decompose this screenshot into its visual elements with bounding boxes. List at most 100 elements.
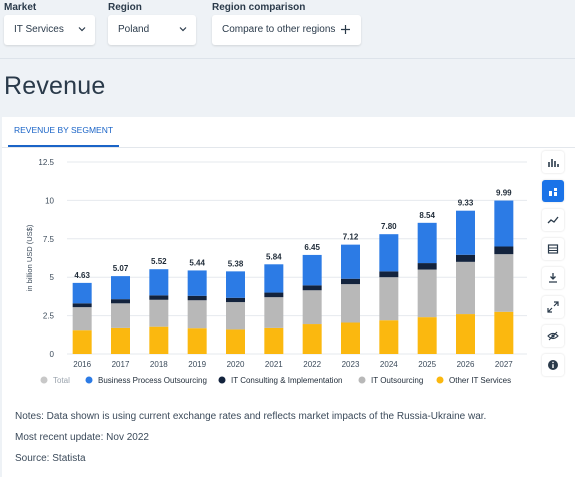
source-text: Source: Statista bbox=[15, 453, 86, 464]
tab-bar: REVENUE BY SEGMENT bbox=[2, 117, 575, 148]
bar-segment bbox=[456, 254, 475, 262]
table-icon bbox=[547, 244, 559, 254]
legend-label: IT Consulting & Implementation bbox=[231, 376, 342, 385]
bar-segment bbox=[456, 210, 475, 255]
notes-text: Notes: Data shown is using current excha… bbox=[15, 411, 487, 422]
region-filter: Region Poland bbox=[108, 2, 196, 45]
stacked-bar-icon bbox=[549, 188, 557, 196]
download-button[interactable] bbox=[542, 267, 564, 289]
bar-segment bbox=[226, 297, 245, 303]
bar-segment bbox=[494, 254, 514, 312]
bar-segment bbox=[149, 326, 169, 354]
x-tick-label: 2023 bbox=[342, 360, 360, 369]
y-axis-label: in billion USD (US$) bbox=[25, 224, 34, 291]
legend-label: Business Process Outsourcing bbox=[98, 376, 207, 385]
trend-line-button[interactable] bbox=[542, 209, 564, 231]
bar-segment bbox=[494, 311, 514, 354]
bar-segment bbox=[341, 278, 360, 285]
legend-marker bbox=[40, 376, 48, 384]
total-label: 5.84 bbox=[266, 252, 282, 261]
bar-segment bbox=[379, 320, 399, 354]
filter-bar: Market IT Services Region Poland Region … bbox=[0, 0, 575, 59]
x-tick-label: 2027 bbox=[495, 360, 513, 369]
bar-segment bbox=[72, 282, 92, 304]
page-title: Revenue bbox=[4, 72, 106, 100]
market-select[interactable]: IT Services bbox=[4, 15, 95, 45]
bar-segment bbox=[111, 299, 130, 304]
total-label: 5.44 bbox=[189, 258, 205, 267]
legend-label: Other IT Services bbox=[449, 376, 511, 385]
info-button[interactable] bbox=[542, 354, 564, 376]
total-label: 9.33 bbox=[458, 199, 474, 208]
tab-revenue-by-segment[interactable]: REVENUE BY SEGMENT bbox=[8, 117, 120, 147]
region-label: Region bbox=[108, 2, 142, 13]
bar-segment bbox=[226, 302, 245, 330]
bar-segment bbox=[111, 276, 130, 300]
bar-segment bbox=[72, 330, 92, 354]
bar-segment bbox=[379, 234, 399, 272]
bar-segment bbox=[72, 307, 92, 331]
x-tick-label: 2022 bbox=[303, 360, 321, 369]
bar-segment bbox=[417, 263, 437, 270]
bar-segment bbox=[264, 292, 284, 298]
legend-label: Total bbox=[53, 376, 70, 385]
hide-icon bbox=[547, 331, 559, 341]
region-select[interactable]: Poland bbox=[108, 15, 196, 45]
fullscreen-icon bbox=[547, 301, 559, 313]
y-tick-label: 7.5 bbox=[43, 235, 55, 244]
bar-segment bbox=[226, 329, 245, 354]
y-tick-label: 12.5 bbox=[38, 158, 54, 167]
bar-segment bbox=[302, 324, 322, 354]
legend-marker bbox=[436, 376, 444, 384]
hide-button[interactable] bbox=[542, 325, 564, 347]
bar-segment bbox=[456, 314, 475, 354]
revenue-chart: 0 2.5 5 7.5 10 12.5 in billion USD (US$) 4.63 20… bbox=[25, 158, 527, 385]
region-comparison-label: Region comparison bbox=[212, 2, 306, 13]
total-label: 4.63 bbox=[74, 271, 90, 280]
bar-segment bbox=[456, 261, 475, 315]
y-tick-label: 5 bbox=[50, 273, 55, 282]
bar-segment bbox=[187, 300, 207, 329]
bar-segment bbox=[149, 295, 169, 300]
x-tick-label: 2025 bbox=[418, 360, 436, 369]
bar-segment bbox=[187, 270, 207, 296]
bar-segment bbox=[226, 271, 245, 298]
y-tick-label: 10 bbox=[45, 196, 54, 205]
bar-segment bbox=[417, 269, 437, 318]
bar-segment bbox=[72, 303, 92, 308]
x-tick-label: 2019 bbox=[188, 360, 206, 369]
total-label: 7.80 bbox=[381, 222, 397, 231]
bar-segment bbox=[111, 327, 130, 354]
trend-line-icon bbox=[547, 216, 559, 224]
info-icon bbox=[548, 360, 558, 370]
stacked-bar-button[interactable] bbox=[542, 180, 564, 202]
fullscreen-button[interactable] bbox=[542, 296, 564, 318]
bar-chart-button[interactable] bbox=[542, 151, 564, 173]
bar-segment bbox=[187, 295, 207, 301]
total-label: 5.38 bbox=[228, 259, 244, 268]
download-icon bbox=[549, 273, 557, 283]
plus-icon bbox=[341, 25, 350, 34]
bar-segment bbox=[494, 246, 514, 255]
region-value: Poland bbox=[118, 24, 150, 35]
x-tick-label: 2024 bbox=[380, 360, 398, 369]
bar-segment bbox=[379, 271, 399, 278]
bar-segment bbox=[264, 327, 284, 354]
update-text: Most recent update: Nov 2022 bbox=[15, 432, 149, 443]
total-label: 5.07 bbox=[113, 264, 129, 273]
table-button[interactable] bbox=[542, 238, 564, 260]
compare-regions-button[interactable]: Compare to other regions bbox=[212, 15, 361, 45]
market-filter: Market IT Services bbox=[4, 2, 95, 45]
bar-segment bbox=[302, 285, 322, 291]
bar-segment bbox=[494, 200, 514, 247]
bar-segment bbox=[341, 284, 360, 323]
total-label: 5.52 bbox=[151, 257, 167, 266]
bar-segment bbox=[149, 269, 169, 296]
bar-segment bbox=[111, 303, 130, 328]
bar-segment bbox=[379, 277, 399, 321]
legend-label: IT Outsourcing bbox=[371, 376, 423, 385]
bar-segment bbox=[149, 299, 169, 327]
total-label: 9.99 bbox=[496, 189, 512, 198]
total-label: 6.45 bbox=[304, 243, 320, 252]
y-tick-label: 0 bbox=[50, 350, 55, 359]
